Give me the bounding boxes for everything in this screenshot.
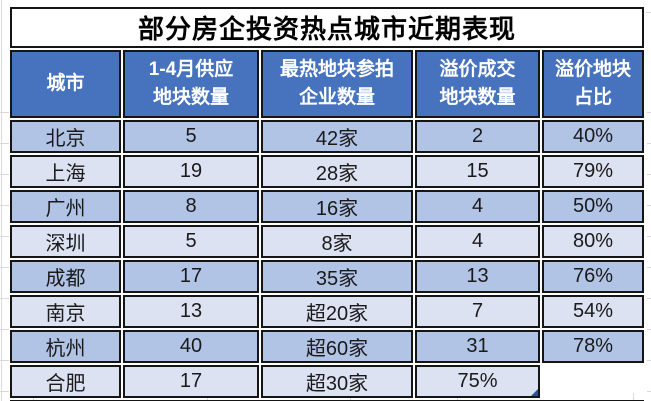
cell-supply[interactable]: 8 [123, 190, 259, 223]
cell-supply[interactable]: 5 [123, 120, 259, 153]
cell-supply[interactable]: 5 [123, 225, 259, 258]
table-row: 广州 8 16家 4 50% [10, 190, 645, 223]
cell-premium-ratio[interactable]: 50% [542, 190, 645, 223]
sheet-gridline [633, 393, 634, 401]
excel-fill-handle[interactable] [530, 388, 538, 396]
table-row: 深圳 5 8家 4 80% [10, 225, 645, 258]
column-header-supply[interactable]: 1-4月供应 地块数量 [123, 50, 259, 118]
cell-city[interactable]: 北京 [10, 120, 121, 153]
cell-premium-count[interactable]: 13 [415, 260, 540, 293]
cell-premium-count[interactable]: 15 [415, 155, 540, 188]
cell-premium-ratio[interactable]: 78% [542, 330, 645, 363]
cell-supply[interactable]: 17 [123, 365, 259, 398]
cell-bidders[interactable]: 42家 [261, 120, 413, 153]
cell-premium-count[interactable]: 31 [415, 330, 540, 363]
cell-bidders[interactable]: 8家 [261, 225, 413, 258]
cell-bidders[interactable]: 超20家 [261, 295, 413, 328]
table-row: 南京 13 超20家 7 54% [10, 295, 645, 328]
cell-premium-ratio[interactable]: 76% [542, 260, 645, 293]
cell-city[interactable]: 合肥 [10, 365, 121, 398]
cell-city[interactable]: 深圳 [10, 225, 121, 258]
header-row: 城市 1-4月供应 地块数量 最热地块参拍 企业数量 溢价成交 地块数量 溢价地… [10, 50, 645, 118]
cell-bidders[interactable]: 16家 [261, 190, 413, 223]
column-header-bidders[interactable]: 最热地块参拍 企业数量 [261, 50, 413, 118]
column-header-city[interactable]: 城市 [10, 50, 121, 118]
column-header-premium-ratio[interactable]: 溢价地块 占比 [542, 50, 645, 118]
cell-premium-ratio[interactable]: 54% [542, 295, 645, 328]
cell-premium-count[interactable]: 7 [415, 295, 540, 328]
table-row: 合肥 17 超30家 75% [10, 365, 644, 398]
cell-bidders[interactable]: 超60家 [261, 330, 413, 363]
sheet-gridline [0, 112, 9, 396]
cell-city[interactable]: 上海 [10, 155, 121, 188]
cell-supply[interactable]: 40 [123, 330, 259, 363]
cell-bidders[interactable]: 超30家 [261, 365, 413, 398]
cell-city[interactable]: 杭州 [10, 330, 121, 363]
table-row: 上海 19 28家 15 79% [10, 155, 645, 188]
cell-supply[interactable]: 19 [123, 155, 259, 188]
column-header-premium-count[interactable]: 溢价成交 地块数量 [415, 50, 540, 118]
cell-premium-count[interactable]: 2 [415, 120, 540, 153]
cell-bidders[interactable]: 28家 [261, 155, 413, 188]
cell-city[interactable]: 南京 [10, 295, 121, 328]
table-row: 北京 5 42家 2 40% [10, 120, 645, 153]
cell-premium-ratio[interactable]: 40% [542, 120, 645, 153]
cell-premium-count[interactable]: 4 [415, 225, 540, 258]
cell-city[interactable]: 广州 [10, 190, 121, 223]
cell-premium-ratio-value: 75% [457, 370, 498, 392]
cell-city[interactable]: 成都 [10, 260, 121, 293]
sheet-gridline [647, 112, 651, 396]
table-row: 成都 17 35家 13 76% [10, 260, 645, 293]
cell-premium-ratio[interactable]: 80% [542, 225, 645, 258]
cell-bidders[interactable]: 35家 [261, 260, 413, 293]
cell-premium-ratio[interactable]: 75% [415, 365, 540, 398]
table-row: 杭州 40 超60家 31 78% [10, 330, 645, 363]
sheet-gridline [646, 12, 651, 13]
cell-supply[interactable]: 17 [123, 260, 259, 293]
table-title-cell[interactable]: 部分房企投资热点城市近期表现 [10, 7, 645, 48]
cell-premium-count[interactable]: 4 [415, 190, 540, 223]
city-investment-table: 部分房企投资热点城市近期表现 城市 1-4月供应 地块数量 最热地块参拍 企业数… [8, 5, 646, 401]
cell-premium-ratio[interactable]: 79% [542, 155, 645, 188]
cell-supply[interactable]: 13 [123, 295, 259, 328]
